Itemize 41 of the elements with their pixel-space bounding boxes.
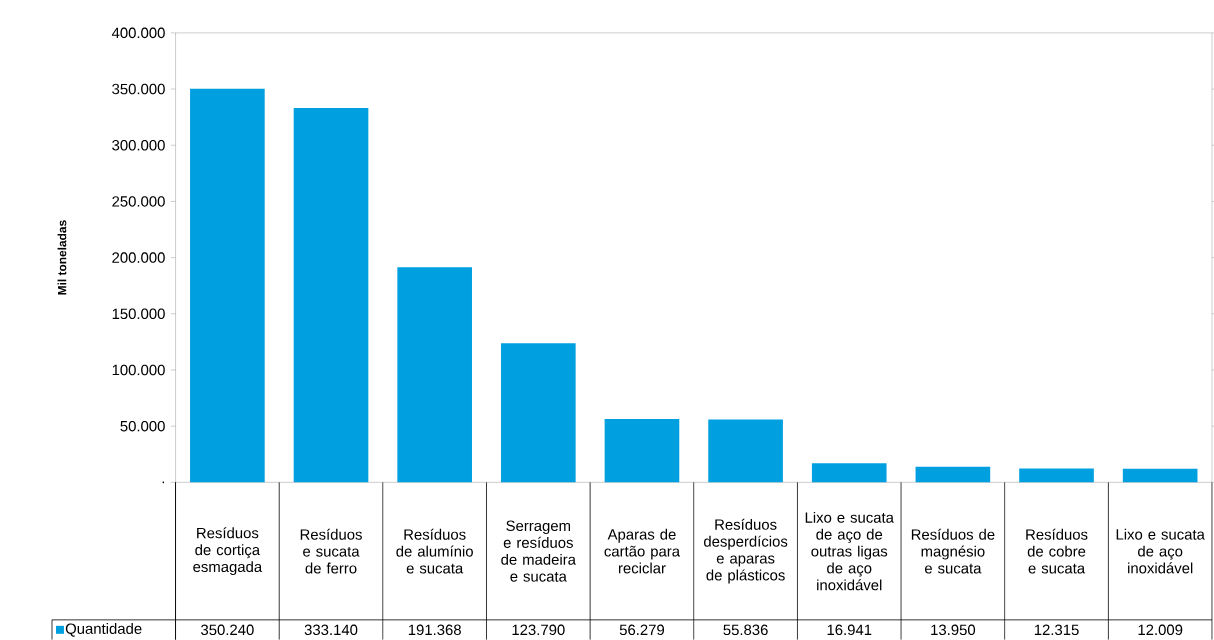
data-label: 13.950	[931, 624, 976, 636]
x-tick-label: Resíduos de magnésio e sucata	[911, 528, 995, 574]
data-label: 191.368	[408, 624, 461, 636]
y-tick-label: 400.000	[111, 27, 165, 39]
y-tick-label: .	[162, 481, 165, 484]
y-axis-title: Mil toneladas	[57, 220, 67, 295]
x-tick-label: Resíduos de cortiça esmagada	[193, 527, 263, 576]
x-tick-label: Resíduos e sucata de ferro	[300, 528, 362, 574]
legend-label: Quantidade	[65, 623, 142, 637]
x-tick-label: Resíduos desperdícios e aparas de plásticos	[704, 518, 788, 584]
y-tick-label: 150.000	[112, 308, 165, 320]
data-label: 55.836	[723, 624, 768, 636]
data-label: 12.315	[1034, 624, 1079, 636]
bar	[190, 88, 265, 483]
data-label: 12.009	[1138, 624, 1183, 636]
data-label: 16.941	[827, 624, 872, 636]
bar	[1019, 468, 1094, 483]
x-tick-label: Resíduos de cobre e sucata	[1026, 528, 1088, 574]
bar	[397, 267, 472, 483]
y-tick-label: 250.000	[112, 196, 165, 207]
x-tick-label: Lixo e sucata de aço de outras ligas de aço inoxidável	[805, 511, 894, 591]
bar	[500, 343, 576, 483]
y-tick-label: 50.000	[120, 420, 165, 432]
y-tick-label: 350.000	[112, 83, 165, 95]
bar	[293, 108, 369, 483]
x-tick-label: Lixo e sucata de aço inoxidável	[1116, 528, 1205, 574]
bar	[811, 463, 887, 483]
x-tick-label: Aparas de cartão para reciclar	[604, 528, 681, 574]
data-label: 350.240	[201, 624, 254, 636]
bar	[1122, 468, 1198, 483]
bar	[604, 419, 680, 483]
data-label: 56.279	[619, 624, 665, 636]
bar	[915, 466, 991, 483]
bar	[708, 419, 783, 483]
y-tick-label: 200.000	[112, 252, 165, 263]
y-tick-label: 100.000	[112, 364, 165, 376]
data-label: 123.790	[512, 624, 565, 636]
y-tick-label: 300.000	[112, 140, 165, 151]
x-tick-label: Resíduos de alumínio e sucata	[396, 528, 473, 574]
data-label: 333.140	[304, 624, 358, 636]
x-tick-label: Serragem e resíduos de madeira e sucata	[501, 520, 576, 582]
